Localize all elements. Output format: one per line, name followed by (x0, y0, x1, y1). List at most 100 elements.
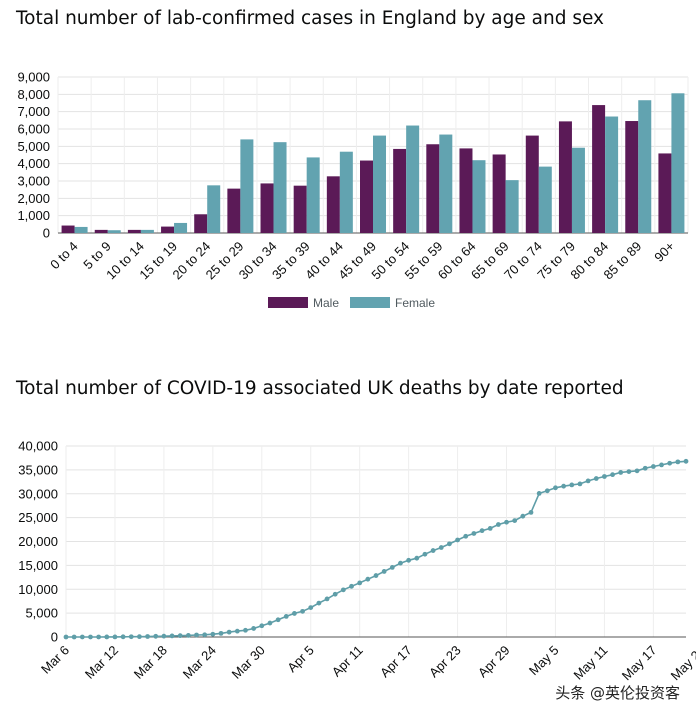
bar-male (360, 160, 373, 233)
chart-title-deaths: Total number of COVID-19 associated UK d… (16, 378, 624, 399)
chart-title-cases: Total number of lab-confirmed cases in E… (16, 8, 604, 29)
data-point (683, 458, 689, 464)
data-point (161, 633, 167, 639)
data-point (308, 605, 314, 610)
bar-female (571, 147, 585, 233)
data-point (267, 620, 273, 626)
data-point (389, 564, 395, 570)
data-point (210, 631, 216, 637)
watermark: 头条 @英伦投资客 (555, 684, 680, 702)
bar-female (505, 180, 519, 233)
data-point (593, 476, 599, 481)
data-point (194, 632, 199, 638)
x-tick-label: Mar 12 (82, 643, 121, 682)
bar-male (326, 176, 340, 233)
data-point (120, 634, 126, 640)
bar-female (207, 185, 221, 233)
y-tick-label: 5,000 (25, 606, 58, 621)
data-point (585, 478, 591, 484)
data-point (365, 576, 371, 582)
bar-female (107, 230, 121, 233)
bar-male (393, 148, 407, 233)
data-point (324, 596, 330, 602)
y-tick-label: 8,000 (17, 87, 50, 102)
y-tick-label: 3,000 (17, 174, 50, 189)
bar-female (373, 135, 386, 233)
data-point (455, 537, 460, 543)
x-tick-label: Apr 5 (284, 643, 317, 676)
bar-female (605, 116, 619, 233)
data-point (283, 614, 289, 619)
data-point (414, 555, 420, 561)
x-tick-label: May 11 (570, 643, 610, 683)
legend-label-female: Female (395, 296, 435, 310)
data-point (63, 634, 69, 640)
data-point (153, 633, 159, 639)
bar-male (127, 229, 141, 233)
bar-male (525, 135, 539, 233)
data-point (275, 617, 281, 623)
x-tick-label: Mar 6 (38, 643, 72, 677)
x-tick-label: Apr 11 (329, 643, 366, 680)
data-point (504, 519, 509, 525)
data-point (145, 634, 150, 639)
x-tick-label: Apr 29 (475, 643, 513, 681)
data-point (177, 633, 183, 639)
data-point (447, 541, 452, 547)
data-point (471, 531, 477, 536)
bar-male (426, 144, 440, 233)
bar-female (472, 160, 486, 233)
data-point (675, 459, 681, 465)
x-tick-label: Mar 18 (131, 643, 170, 682)
x-tick-label: Mar 30 (229, 643, 268, 682)
data-point (316, 600, 322, 606)
data-point (234, 628, 240, 634)
y-tick-label: 4,000 (17, 156, 50, 171)
data-point (610, 472, 615, 478)
x-tick-label: 0 to 4 (47, 239, 81, 273)
y-tick-label: 15,000 (18, 558, 58, 573)
bar-female (406, 125, 420, 233)
data-point (373, 573, 379, 578)
data-point (300, 608, 305, 614)
data-point (659, 462, 664, 468)
bar-female (174, 222, 188, 233)
data-point (536, 490, 542, 496)
data-point (512, 518, 518, 523)
data-point (577, 481, 583, 487)
data-point (71, 634, 77, 640)
y-tick-label: 7,000 (17, 104, 50, 119)
data-point (544, 488, 550, 494)
data-point (479, 528, 485, 534)
bar-male (625, 121, 639, 233)
data-point (349, 583, 354, 589)
data-point (96, 634, 102, 640)
bar-male (94, 229, 108, 233)
data-point (243, 627, 248, 633)
data-point (332, 591, 338, 597)
data-point (602, 474, 607, 479)
data-point (226, 629, 232, 635)
bar-female (74, 226, 88, 233)
data-point (79, 634, 85, 640)
data-point (406, 557, 412, 563)
y-tick-label: 6,000 (17, 122, 50, 137)
data-point (340, 587, 346, 593)
cases-bar-chart: 0 1,000 2,000 3,000 4,000 5,000 6,000 7,000 8,00… (17, 70, 689, 310)
data-point (137, 634, 142, 640)
data-point (650, 464, 656, 469)
data-point (202, 632, 208, 638)
data-point (292, 611, 297, 616)
y-tick-label: 0 (51, 630, 58, 645)
bar-male (492, 154, 506, 233)
x-tick-label: May 23 (668, 643, 696, 684)
data-point (528, 509, 534, 515)
data-point (463, 533, 469, 539)
data-point (169, 633, 175, 639)
data-point (398, 560, 403, 566)
y-tick-label: 10,000 (18, 582, 58, 597)
bar-male (260, 183, 274, 233)
bar-male (227, 188, 241, 233)
x-tick-label: 90+ (651, 239, 677, 265)
y-tick-label: 35,000 (18, 462, 58, 477)
